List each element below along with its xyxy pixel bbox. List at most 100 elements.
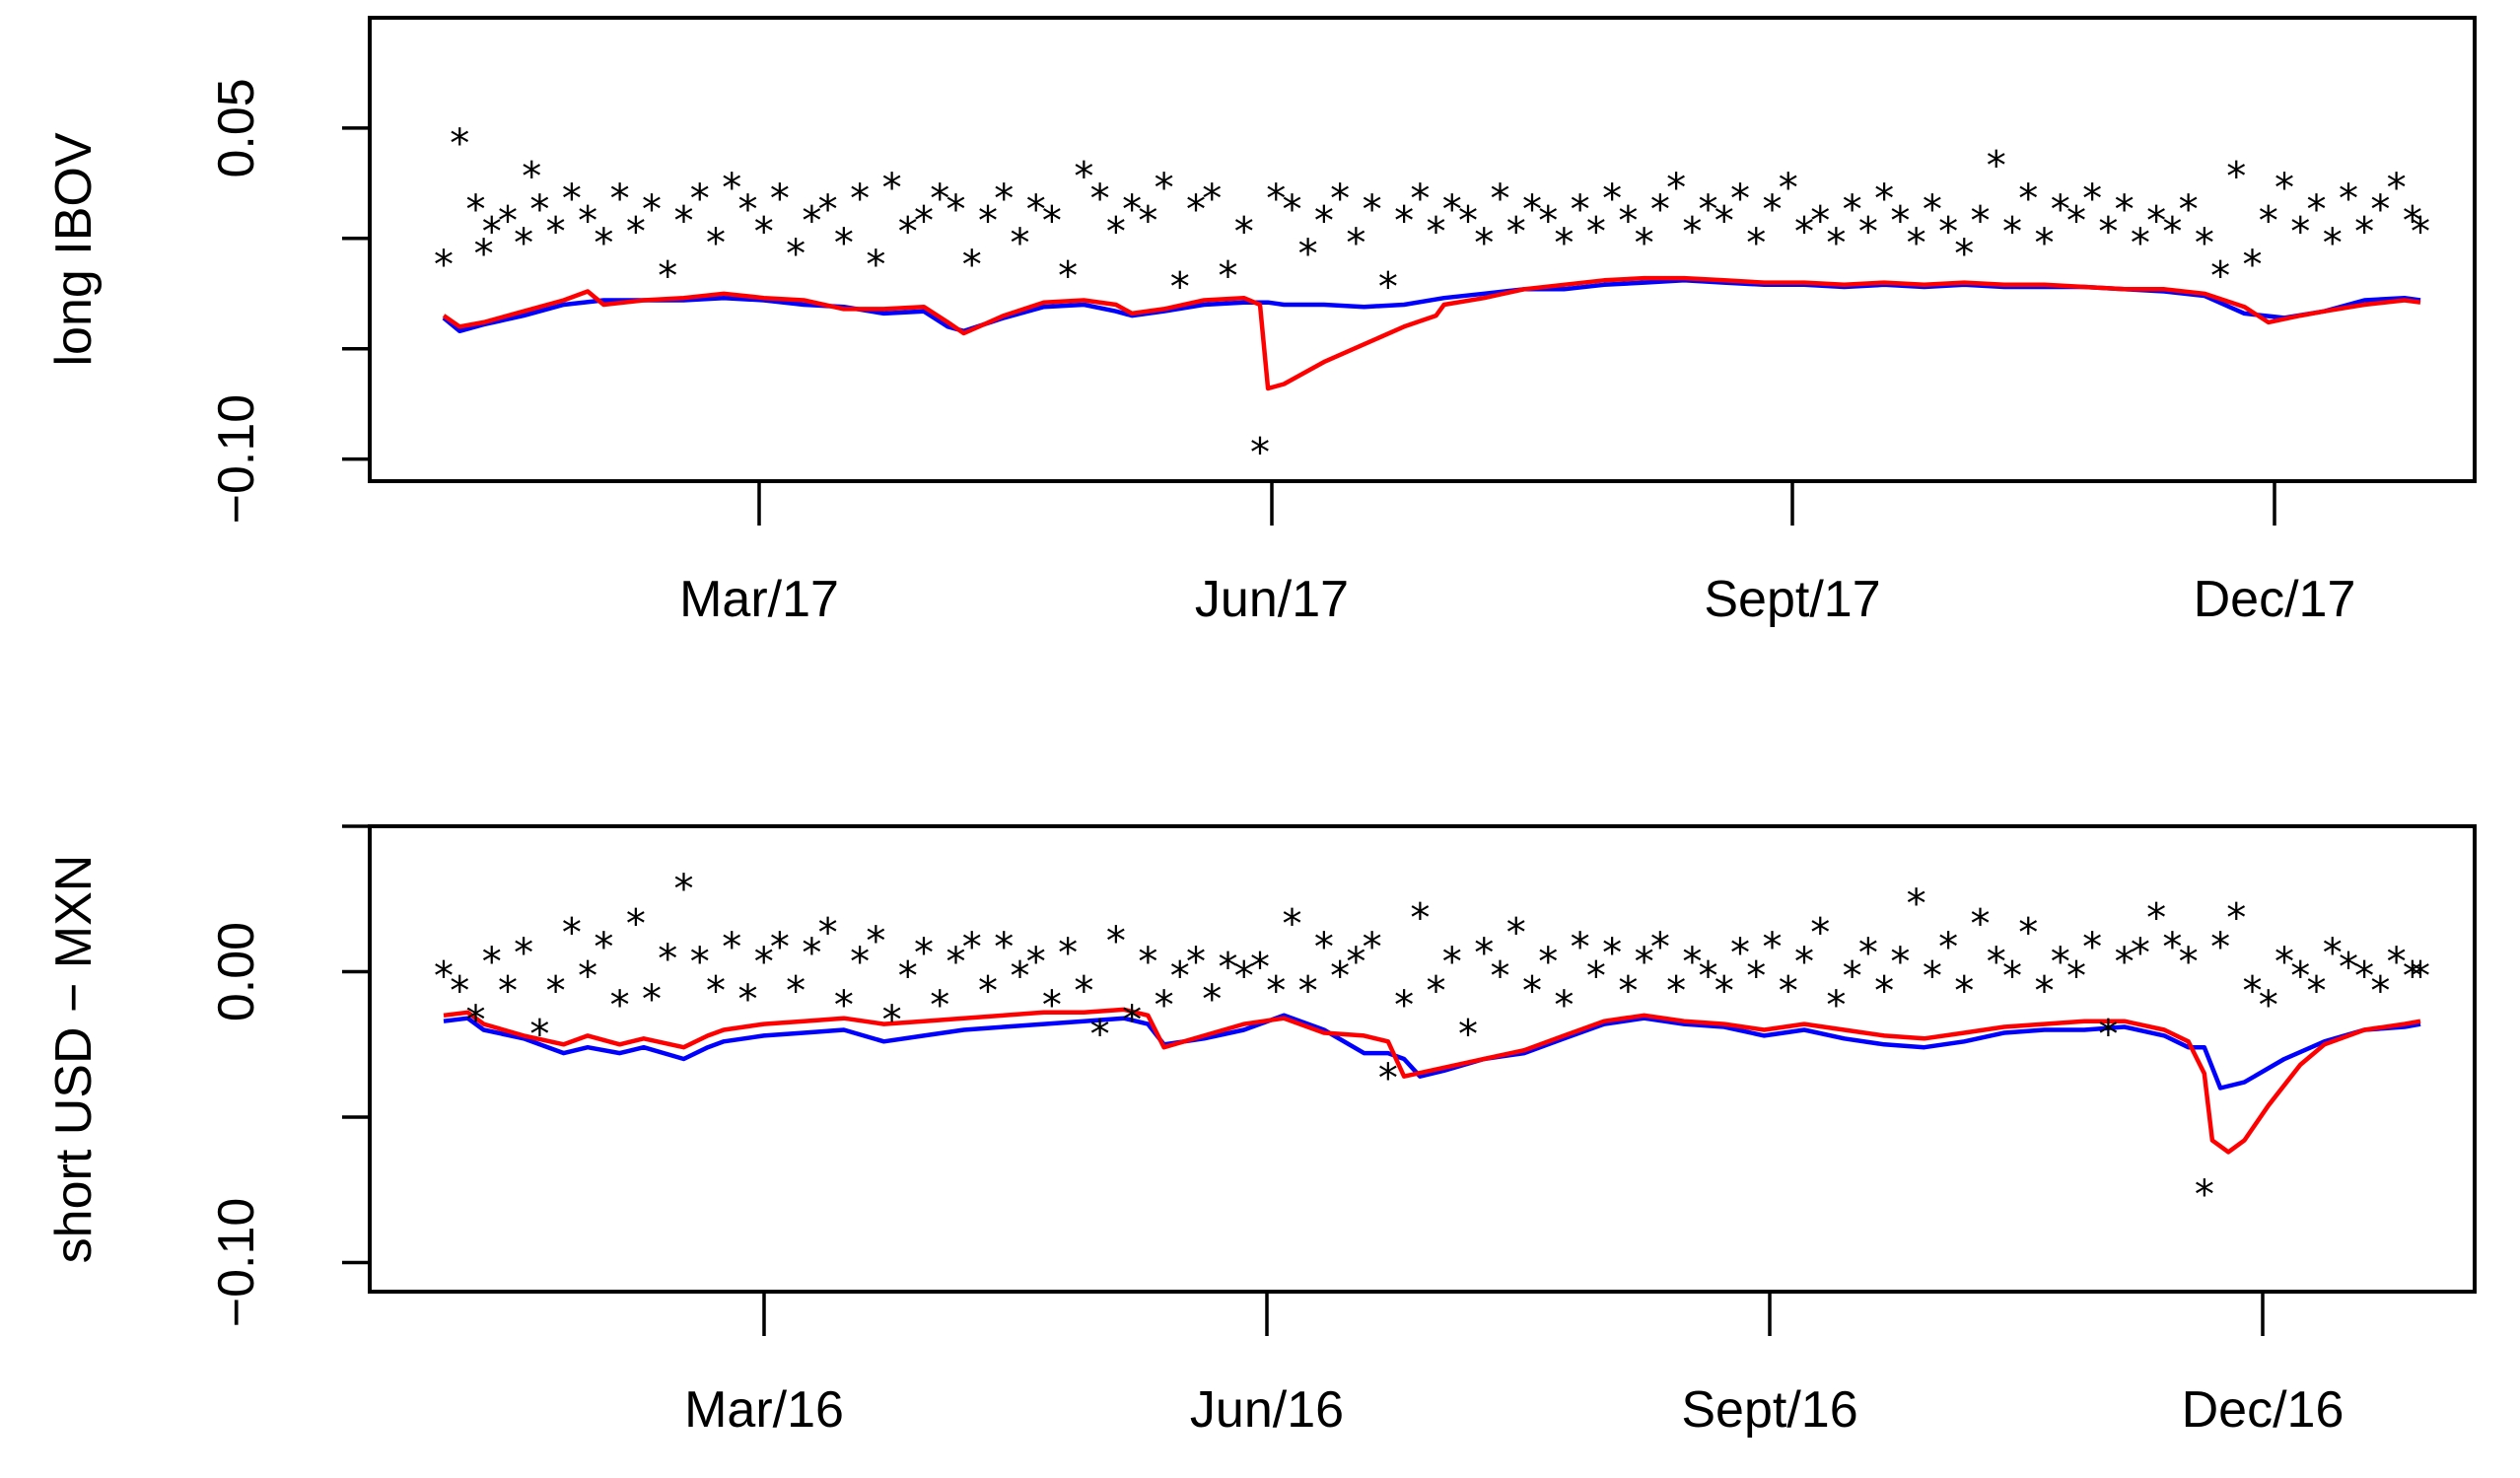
return-point: * <box>898 210 918 255</box>
return-point: * <box>1554 983 1574 1028</box>
return-point: * <box>610 176 630 222</box>
return-point: * <box>514 221 533 266</box>
y-tick-label: 0.05 <box>208 78 265 177</box>
return-point: * <box>1794 210 1814 255</box>
return-point: * <box>1490 176 1509 222</box>
return-point: * <box>1442 940 1462 985</box>
return-point: * <box>2290 954 2310 1000</box>
return-point: * <box>1155 983 1174 1028</box>
return-point: * <box>1090 1013 1110 1058</box>
return-point: * <box>1010 954 1029 1000</box>
return-point: * <box>674 867 694 912</box>
return-point: * <box>882 998 902 1043</box>
red-risk-line <box>442 275 2421 391</box>
return-point: * <box>994 176 1014 222</box>
return-point: * <box>2403 198 2422 244</box>
return-point: * <box>898 954 918 1000</box>
return-point: * <box>562 910 582 955</box>
return-point: * <box>2018 910 2038 955</box>
return-point: * <box>642 977 662 1022</box>
return-point: * <box>1938 925 1958 970</box>
return-point: * <box>1058 253 1078 299</box>
return-point: * <box>1202 977 1222 1022</box>
return-point: * <box>1522 187 1542 233</box>
return-point: * <box>578 954 597 1000</box>
return-point: * <box>1122 187 1142 233</box>
return-point: * <box>834 983 854 1028</box>
return-point: * <box>1042 983 1062 1028</box>
return-point: * <box>1394 198 1414 244</box>
return-point: * <box>1219 253 1238 299</box>
return-point: * <box>1363 925 1382 970</box>
y-axis-label: short USD − MXN <box>45 855 103 1264</box>
return-point: * <box>1730 176 1750 222</box>
return-point: * <box>1699 187 1718 233</box>
return-point: * <box>465 998 485 1043</box>
return-point: * <box>1010 221 1029 266</box>
return-point: * <box>1346 221 1365 266</box>
return-point: * <box>1618 968 1638 1014</box>
return-point: * <box>1907 881 1926 927</box>
return-point: * <box>2370 968 2390 1014</box>
return-point: * <box>1186 187 1206 233</box>
return-point: * <box>722 166 741 211</box>
return-point: * <box>2131 931 2150 976</box>
return-point: * <box>978 968 998 1014</box>
return-point: * <box>737 977 757 1022</box>
return-point: * <box>2195 221 2214 266</box>
return-point: * <box>1330 954 1350 1000</box>
return-point: * <box>2115 940 2135 985</box>
return-point: * <box>1250 946 1270 991</box>
return-point: * <box>2354 954 2374 1000</box>
return-point: * <box>1715 198 1734 244</box>
x-tick-label: Jun/16 <box>1190 1381 1344 1439</box>
return-point: * <box>994 925 1014 970</box>
return-point: * <box>1762 187 1782 233</box>
return-point: * <box>722 925 741 970</box>
return-point: * <box>546 968 566 1014</box>
return-point: * <box>529 187 549 233</box>
return-point: * <box>1506 910 1526 955</box>
y-tick-label: 0.00 <box>208 922 265 1021</box>
return-point: * <box>1715 968 1734 1014</box>
return-point: * <box>2275 940 2294 985</box>
return-point: * <box>1427 210 1446 255</box>
return-point: * <box>1954 232 1974 277</box>
return-point: * <box>1571 187 1590 233</box>
return-point: * <box>690 940 710 985</box>
return-point: * <box>594 221 613 266</box>
return-point: * <box>2051 940 2070 985</box>
return-point: * <box>2387 166 2407 211</box>
y-tick-label: −0.10 <box>208 394 265 525</box>
return-point: * <box>658 937 677 982</box>
return-point: * <box>1442 187 1462 233</box>
return-point: * <box>594 925 613 970</box>
return-point: * <box>1618 198 1638 244</box>
return-point: * <box>1314 198 1334 244</box>
return-point: * <box>1890 940 1910 985</box>
return-point: * <box>1586 210 1606 255</box>
return-point: * <box>850 176 870 222</box>
return-point: * <box>2339 946 2358 991</box>
return-point: * <box>1730 931 1750 976</box>
return-point: * <box>1987 940 2006 985</box>
return-point: * <box>1298 232 1318 277</box>
return-point: * <box>2162 210 2182 255</box>
return-point: * <box>1586 954 1606 1000</box>
return-point: * <box>1682 210 1702 255</box>
return-point: * <box>946 187 966 233</box>
return-point: * <box>1314 925 1334 970</box>
return-point: * <box>1378 1056 1398 1101</box>
return-point: * <box>2290 210 2310 255</box>
return-point: * <box>1810 198 1830 244</box>
return-point: * <box>1410 896 1430 942</box>
y-tick-label: −0.10 <box>208 1198 265 1328</box>
return-point: * <box>1923 954 1942 1000</box>
return-point: * <box>1282 187 1301 233</box>
return-point: * <box>1907 221 1926 266</box>
return-point: * <box>1122 998 1142 1043</box>
return-point: * <box>2411 954 2430 1000</box>
x-tick-label: Dec/16 <box>2182 1381 2345 1439</box>
return-point: * <box>2195 1172 2214 1218</box>
return-point: * <box>930 983 949 1028</box>
